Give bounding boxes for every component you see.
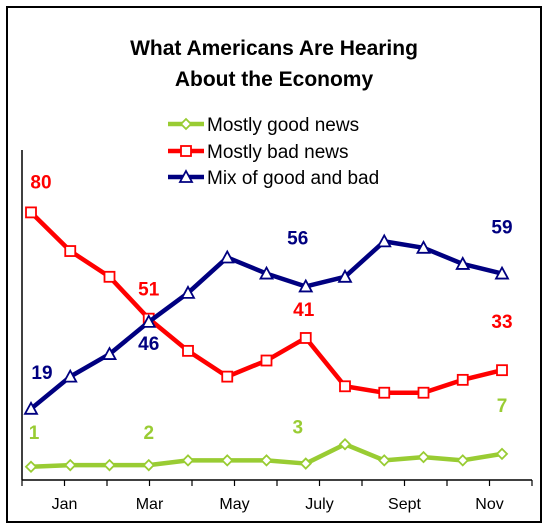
legend-label: Mostly good news <box>207 115 359 136</box>
diamond-marker <box>456 454 470 467</box>
data-labels: 1 2 3 7 80 51 41 33 19 46 56 59 <box>29 172 513 444</box>
x-tick-label: Sept <box>388 496 421 513</box>
diamond-marker <box>63 458 77 472</box>
x-tick-label: July <box>305 496 333 513</box>
square-marker <box>339 380 351 393</box>
triangle-marker <box>258 265 275 280</box>
triangle-marker <box>494 265 510 280</box>
x-tick-label: Jan <box>52 496 78 513</box>
data-label: 3 <box>292 418 303 439</box>
chart-title-line-1: What Americans Are Hearing <box>130 37 418 60</box>
diamond-marker <box>495 447 509 461</box>
data-label: 51 <box>138 280 160 301</box>
triangle-marker <box>141 314 157 328</box>
square-marker <box>182 344 194 357</box>
series-lines <box>23 206 510 474</box>
triangle-marker <box>219 249 235 264</box>
chart-title-line-2: About the Economy <box>174 68 374 91</box>
legend-label: Mix of good and bad <box>207 168 379 189</box>
legend: Mostly good news Mostly bad news Mix of go… <box>168 115 379 189</box>
square-marker <box>417 386 430 399</box>
diamond-marker <box>417 450 430 464</box>
x-tick-label: May <box>219 496 249 513</box>
diamond-marker <box>103 458 116 472</box>
square-marker <box>378 386 391 399</box>
x-tick-label: Nov <box>475 496 503 513</box>
square-marker <box>299 332 312 344</box>
data-label: 59 <box>491 218 512 239</box>
diamond-marker <box>24 460 38 474</box>
square-marker <box>180 145 192 157</box>
diamond-marker <box>377 454 391 467</box>
triangle-marker <box>455 256 471 270</box>
square-marker <box>103 270 116 283</box>
square-marker <box>221 370 234 383</box>
diamond-marker <box>338 437 352 451</box>
x-tick-label: Mar <box>136 496 164 513</box>
legend-label: Mostly bad news <box>207 142 349 163</box>
data-label: 56 <box>287 228 308 249</box>
triangle-marker <box>101 346 118 360</box>
triangle-marker <box>23 400 39 415</box>
data-label: 46 <box>138 334 159 355</box>
diamond-marker <box>220 454 234 467</box>
square-marker <box>456 373 469 386</box>
triangle-marker <box>180 285 196 299</box>
triangle-marker <box>298 278 314 293</box>
data-label: 80 <box>30 172 51 193</box>
square-marker <box>64 245 77 257</box>
diamond-marker <box>179 117 193 131</box>
triangle-marker <box>415 239 432 254</box>
data-label: 7 <box>497 396 508 417</box>
axes: Jan Mar May July Sept Nov <box>21 150 533 513</box>
data-label: 33 <box>491 312 512 333</box>
square-marker <box>496 364 508 377</box>
data-label: 2 <box>143 423 154 444</box>
triangle-marker <box>337 268 353 283</box>
data-label: 1 <box>29 423 40 444</box>
triangle-marker <box>62 368 78 383</box>
chart-frame <box>6 6 542 523</box>
diamond-marker <box>181 454 195 467</box>
square-marker <box>25 206 37 219</box>
diamond-marker <box>260 454 273 467</box>
square-marker <box>260 354 273 367</box>
diamond-marker <box>299 457 313 470</box>
triangle-marker <box>178 169 194 183</box>
data-label: 19 <box>31 363 52 384</box>
triangle-marker <box>376 233 392 248</box>
data-label: 41 <box>293 300 315 321</box>
diamond-marker <box>142 458 156 472</box>
